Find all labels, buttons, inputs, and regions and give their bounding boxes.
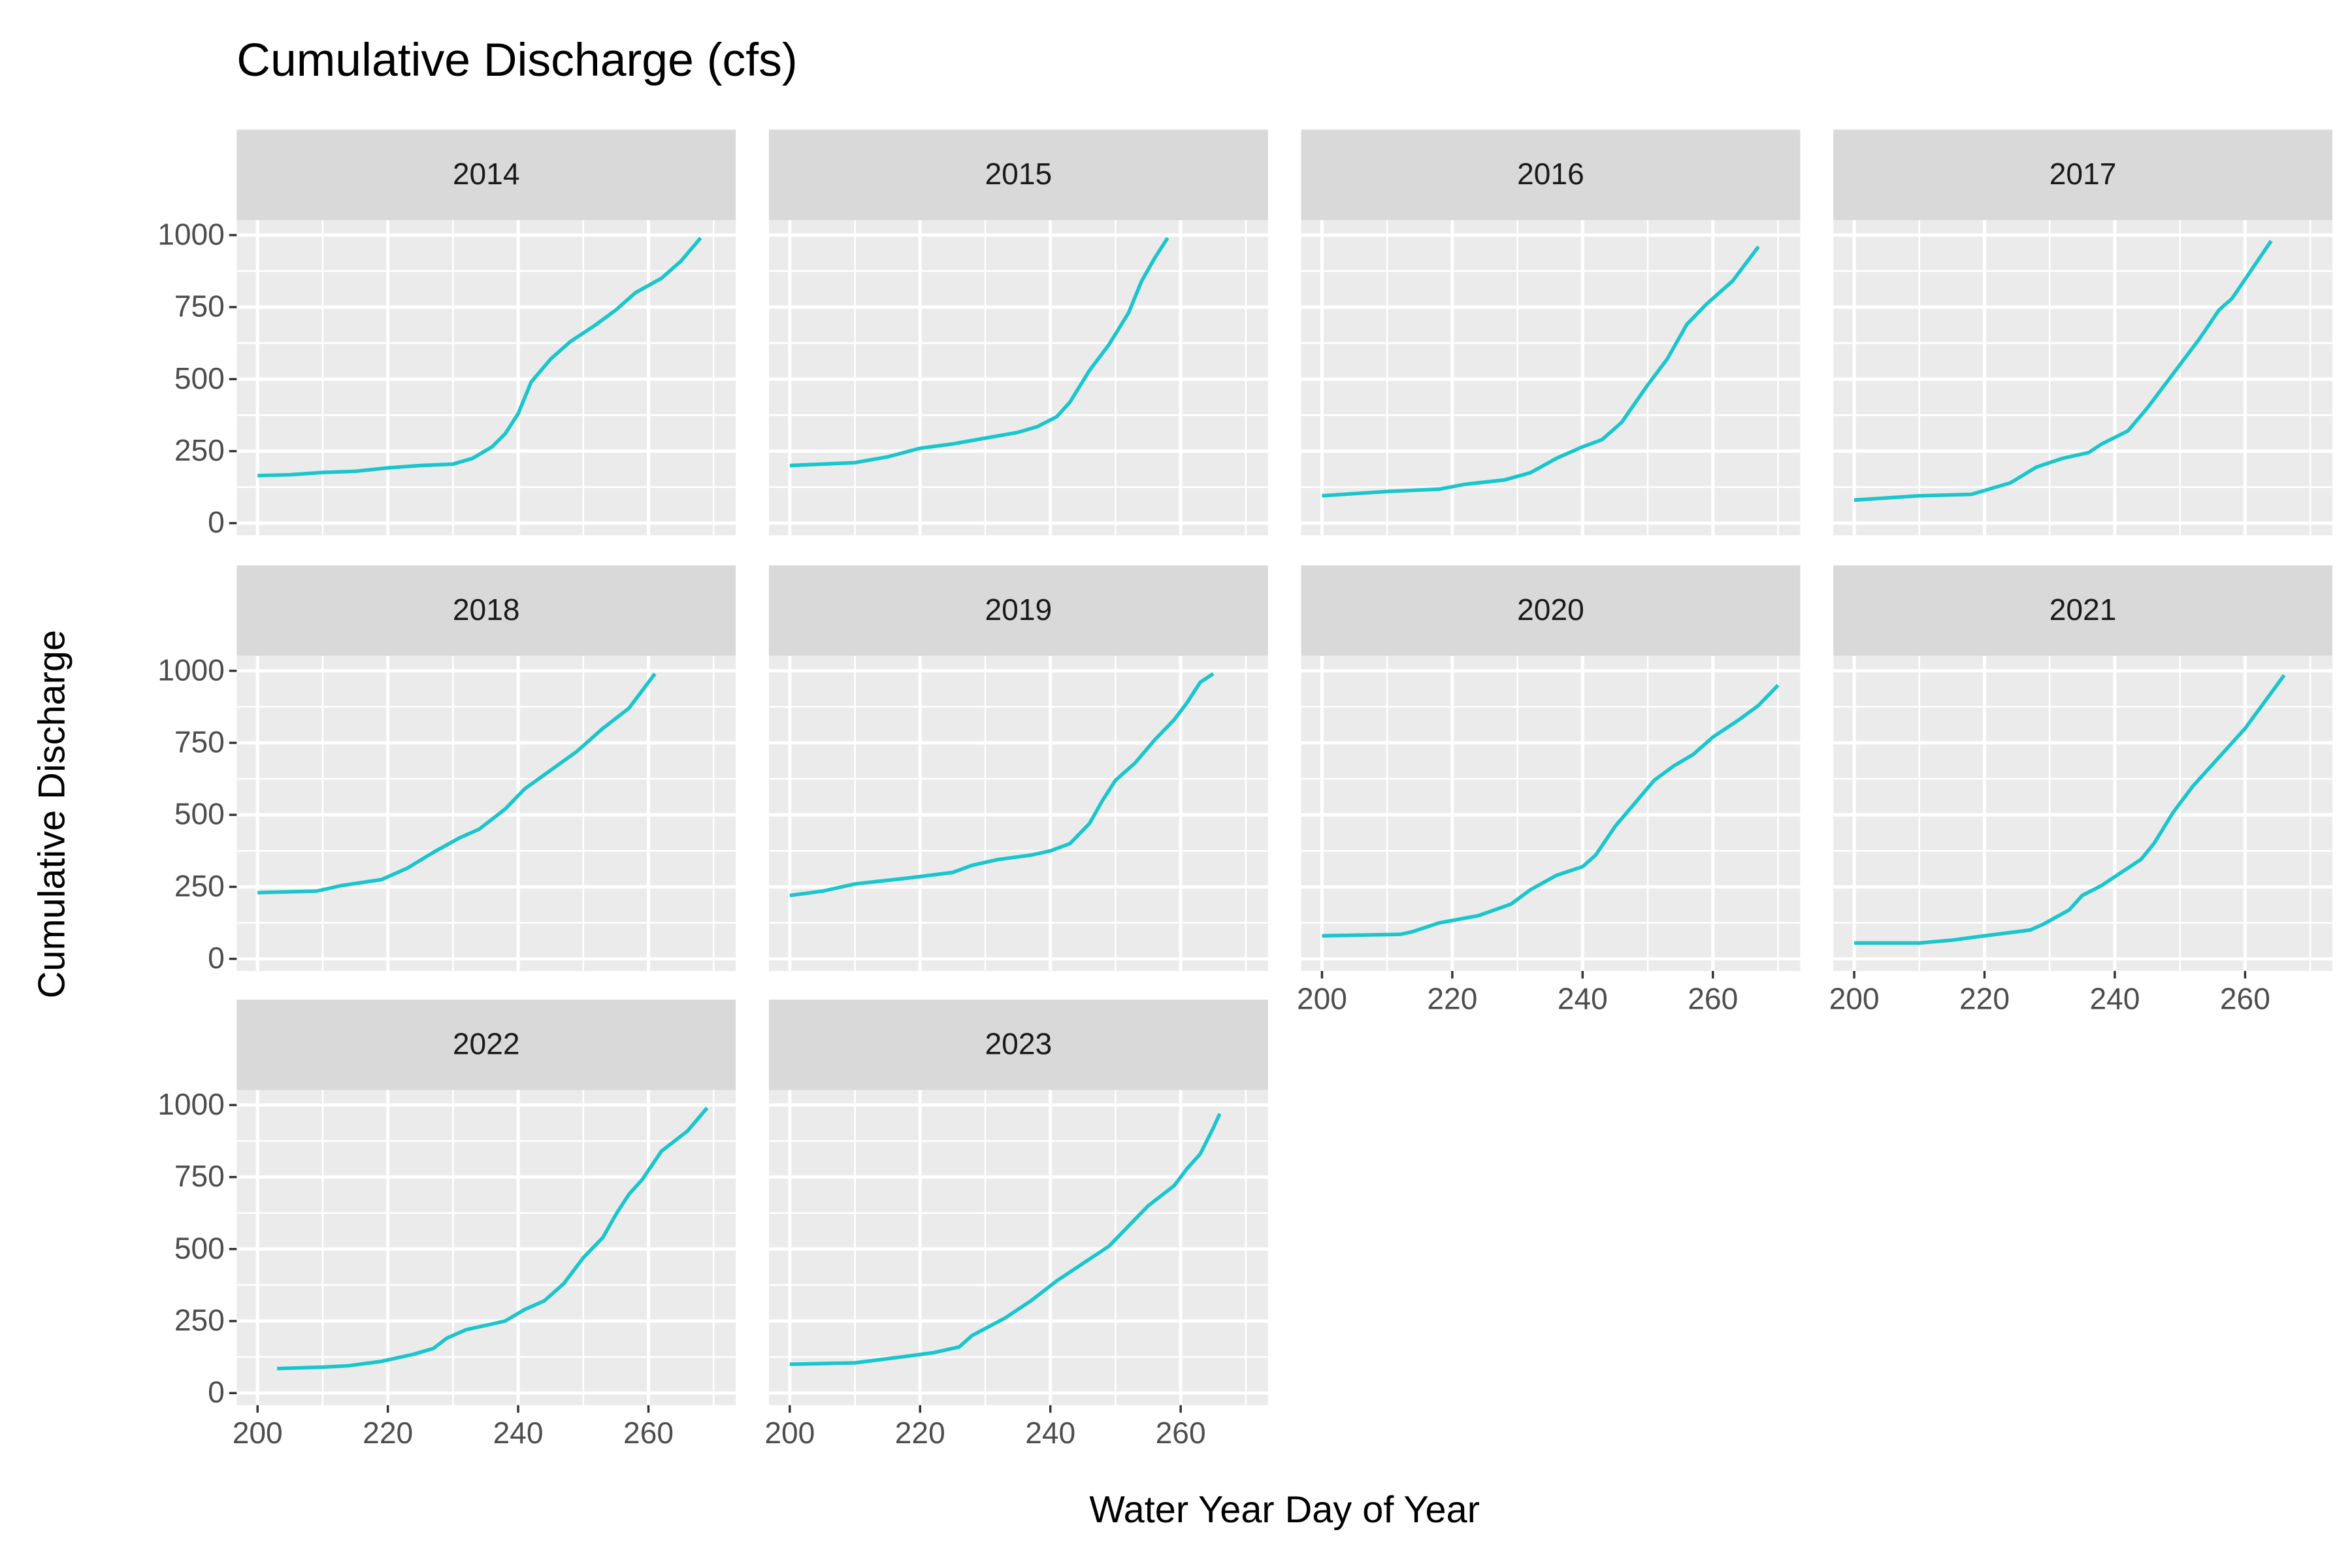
data-line <box>1322 245 1760 498</box>
x-tick-label: 200 <box>764 1416 815 1450</box>
x-tick-label: 200 <box>233 1416 283 1450</box>
x-tick-label: 260 <box>1156 1416 1206 1450</box>
x-tick-label: 260 <box>1688 981 1738 1015</box>
data-line <box>257 237 702 478</box>
x-tick-label: 260 <box>623 1416 674 1450</box>
x-tick-label: 200 <box>1829 981 1880 1015</box>
y-tick-label: 750 <box>174 1159 225 1193</box>
y-tick-label: 500 <box>174 361 225 395</box>
y-tick-label: 250 <box>174 433 225 467</box>
y-tick-label: 1000 <box>157 1087 225 1121</box>
x-tick-label: 260 <box>2220 981 2270 1015</box>
panel-title: 2017 <box>2050 157 2117 191</box>
y-tick-label: 500 <box>174 797 225 831</box>
chart-title: Cumulative Discharge (cfs) <box>237 34 797 86</box>
y-tick-label: 0 <box>208 941 225 975</box>
data-line <box>277 1106 709 1371</box>
strip <box>237 565 736 656</box>
strip <box>1833 565 2332 656</box>
y-tick-label: 250 <box>174 869 225 903</box>
x-tick-label: 220 <box>1959 981 2010 1015</box>
panel-title: 2023 <box>985 1027 1053 1061</box>
data-line <box>1322 683 1780 938</box>
x-tick-label: 240 <box>493 1416 544 1450</box>
x-tick-label: 220 <box>895 1416 945 1450</box>
data-line <box>789 672 1215 898</box>
x-axis-title: Water Year Day of Year <box>1089 1489 1480 1531</box>
strip <box>768 129 1268 220</box>
data-line <box>1854 240 2273 502</box>
strip <box>768 565 1268 656</box>
data-line <box>257 672 657 895</box>
x-tick-label: 220 <box>363 1416 413 1450</box>
strip <box>237 129 736 220</box>
y-tick-label: 500 <box>174 1231 225 1265</box>
y-tick-label: 750 <box>174 289 225 323</box>
strip <box>1833 129 2332 220</box>
y-tick-label: 0 <box>208 505 225 539</box>
panel-title: 2014 <box>453 157 520 191</box>
data-line <box>789 1113 1222 1366</box>
strip <box>1301 565 1801 656</box>
x-tick-label: 220 <box>1427 981 1477 1015</box>
panel-title: 2020 <box>1517 593 1584 627</box>
strip <box>768 1000 1268 1090</box>
panel-title: 2022 <box>453 1027 520 1061</box>
data-line <box>1854 674 2286 945</box>
x-tick-label: 240 <box>1025 1416 1075 1450</box>
y-tick-label: 1000 <box>157 653 225 687</box>
strip <box>237 1000 736 1090</box>
y-tick-label: 1000 <box>157 217 225 251</box>
strip <box>1301 129 1801 220</box>
x-tick-label: 240 <box>2089 981 2140 1015</box>
panel-title: 2018 <box>453 593 520 627</box>
y-tick-label: 750 <box>174 725 225 759</box>
panel-title: 2015 <box>985 157 1053 191</box>
y-tick-label: 0 <box>208 1375 225 1409</box>
y-tick-label: 250 <box>174 1303 225 1337</box>
panel-title: 2019 <box>985 593 1053 627</box>
data-line <box>789 237 1169 468</box>
x-tick-label: 200 <box>1297 981 1347 1015</box>
panel-title: 2016 <box>1517 157 1584 191</box>
panel-title: 2021 <box>2050 593 2117 627</box>
x-tick-label: 240 <box>1558 981 1608 1015</box>
y-axis-title: Cumulative Discharge <box>31 630 73 998</box>
